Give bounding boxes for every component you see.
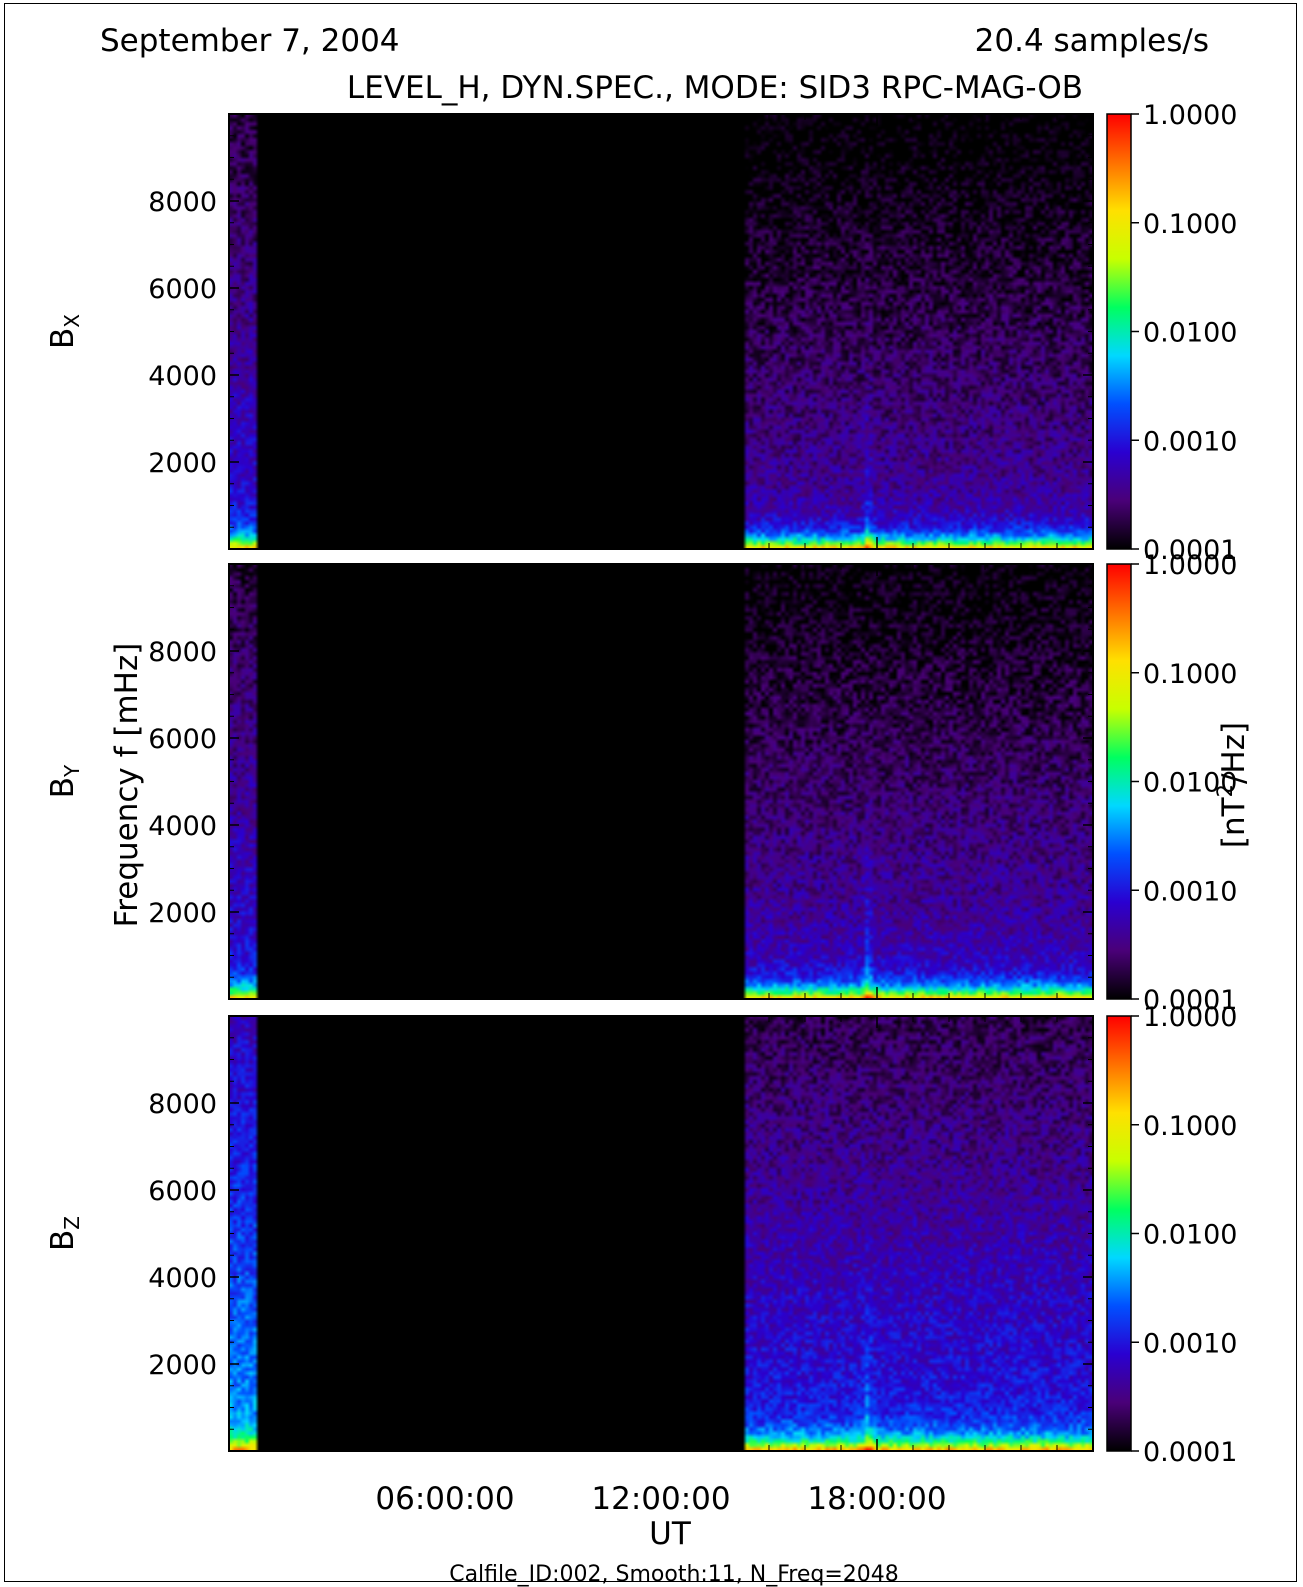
spectrogram-image: [229, 564, 1093, 999]
colorbar-tick-label: 0.0100: [1143, 1220, 1237, 1251]
colorbar: [1106, 563, 1132, 1000]
panel-y: 2000 4000 6000 8000 BY 1.0000 0.1000 0.0100 0.00…: [45, 550, 1237, 1016]
component-symbol: B: [45, 328, 81, 349]
spectrogram-image: [229, 1016, 1093, 1451]
colorbar-tick-label: 0.1000: [1143, 209, 1237, 240]
colorbar-label-suffix: /Hz]: [1216, 722, 1252, 784]
y-axis-label: Frequency f [mHz]: [109, 643, 145, 928]
y-tick-label: 8000: [148, 637, 217, 668]
header-date: September 7, 2004: [100, 23, 400, 59]
x-tick-label: 18:00:00: [807, 1481, 946, 1517]
x-axis-label: UT: [649, 1516, 692, 1552]
colorbar-label-superscript: 2: [1213, 784, 1237, 797]
y-tick-label: 2000: [148, 898, 217, 929]
x-tick-label: 12:00:00: [591, 1481, 730, 1517]
colorbar-label-prefix: [nT: [1216, 796, 1252, 848]
colorbar-tick-label: 0.0100: [1143, 768, 1237, 799]
y-tick-label: 6000: [148, 1176, 217, 1207]
component-symbol: B: [45, 1230, 81, 1251]
panel-x: 2000 4000 6000 8000 BX 1.0000 0.1000 0.0100 0.00…: [45, 100, 1237, 566]
colorbar-tick-label: 0.0010: [1143, 426, 1237, 457]
colorbar: [1106, 1015, 1132, 1452]
y-tick-label: 2000: [148, 1350, 217, 1381]
footer-calfile: Calfile_ID:002, Smooth:11, N_Freq=2048: [449, 1562, 899, 1587]
y-tick-label: 6000: [148, 274, 217, 305]
header-sample-rate: 20.4 samples/s: [975, 23, 1209, 59]
colorbar-label: [nT2/Hz]: [1213, 722, 1252, 848]
colorbar-tick-label: 0.0100: [1143, 318, 1237, 349]
component-subscript: Y: [60, 764, 84, 778]
header-title: LEVEL_H, DYN.SPEC., MODE: SID3 RPC-MAG-O…: [347, 70, 1083, 106]
colorbar: [1106, 113, 1132, 550]
colorbar-tick-label: 0.1000: [1143, 1111, 1237, 1142]
panel-z: 2000 4000 6000 8000 BZ 1.0000 0.1000 0.0100 0.00…: [45, 1002, 1237, 1468]
colorbar-tick-label: 0.0001: [1143, 535, 1237, 566]
y-tick-label: 4000: [148, 811, 217, 842]
colorbar-tick-label: 0.1000: [1143, 659, 1237, 690]
component-label-x: BX: [45, 314, 84, 349]
spectrogram-image: [229, 114, 1093, 549]
y-tick-label: 2000: [148, 448, 217, 479]
component-label-z: BZ: [45, 1216, 84, 1251]
x-tick-label: 06:00:00: [375, 1481, 514, 1517]
colorbar-tick-label: 0.0001: [1143, 985, 1237, 1016]
colorbar-tick-label: 0.0001: [1143, 1437, 1237, 1468]
colorbar-tick-label: 0.0010: [1143, 1328, 1237, 1359]
x-axis: 06:00:00 12:00:00 18:00:00: [375, 1481, 946, 1517]
y-tick-label: 8000: [148, 1089, 217, 1120]
colorbar-tick-label: 1.0000: [1143, 550, 1237, 581]
y-tick-label: 4000: [148, 361, 217, 392]
component-subscript: X: [60, 314, 84, 328]
component-subscript: Z: [60, 1216, 84, 1230]
colorbar-tick-label: 1.0000: [1143, 1002, 1237, 1033]
y-tick-label: 4000: [148, 1263, 217, 1294]
colorbar-tick-label: 1.0000: [1143, 100, 1237, 131]
y-tick-label: 8000: [148, 187, 217, 218]
component-label-y: BY: [45, 764, 84, 798]
y-tick-label: 6000: [148, 724, 217, 755]
colorbar-tick-label: 0.0010: [1143, 876, 1237, 907]
component-symbol: B: [45, 777, 81, 798]
spectrogram-panels: 2000400060008000BX1.00000.10000.01000.00…: [45, 100, 1237, 1468]
